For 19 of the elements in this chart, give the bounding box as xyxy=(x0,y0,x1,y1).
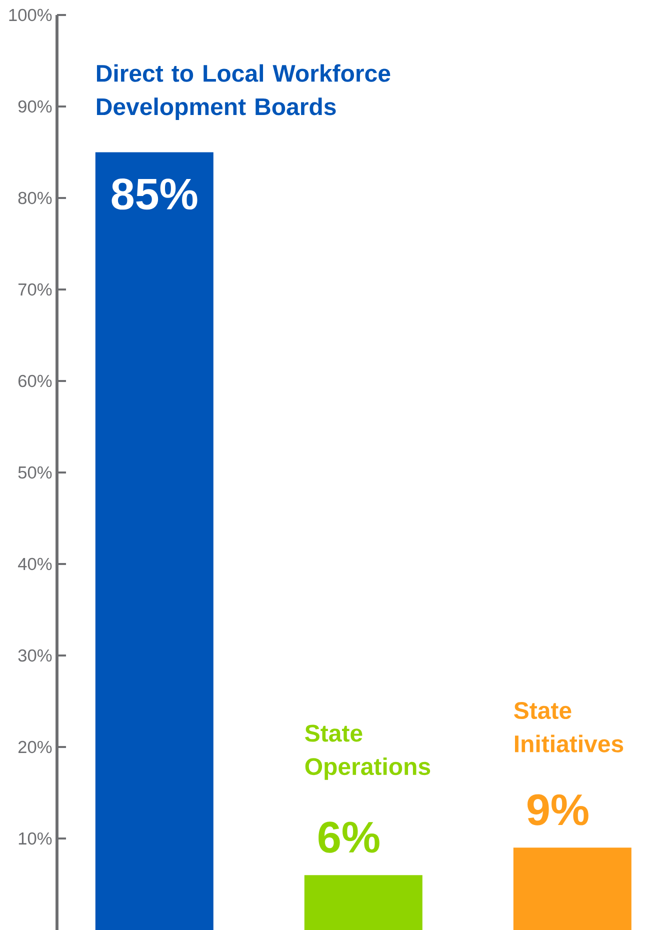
x-tick-label: State Initiatives xyxy=(514,702,624,752)
bar xyxy=(304,875,422,930)
data-label: 85% xyxy=(112,178,198,210)
y-tick-label: 50% xyxy=(18,466,52,479)
bar xyxy=(95,152,214,930)
y-tick-label: 10% xyxy=(18,832,52,845)
y-tick-label: 30% xyxy=(18,649,52,662)
x-tick-label: Direct to Local Workforce Development Boards xyxy=(96,64,390,120)
y-tick-label: 20% xyxy=(18,740,52,754)
y-tick-label: 60% xyxy=(18,374,52,388)
y-tick-label: 70% xyxy=(18,283,52,296)
y-tick-label: 90% xyxy=(18,100,52,113)
data-label: 9% xyxy=(528,794,588,826)
x-tick-label: State Operations xyxy=(305,724,430,780)
data-label: 6% xyxy=(318,822,380,853)
y-tick-label: 100% xyxy=(9,8,52,22)
bar xyxy=(513,848,632,930)
y-tick-label: 80% xyxy=(18,192,52,204)
y-tick-label: 40% xyxy=(18,558,52,570)
